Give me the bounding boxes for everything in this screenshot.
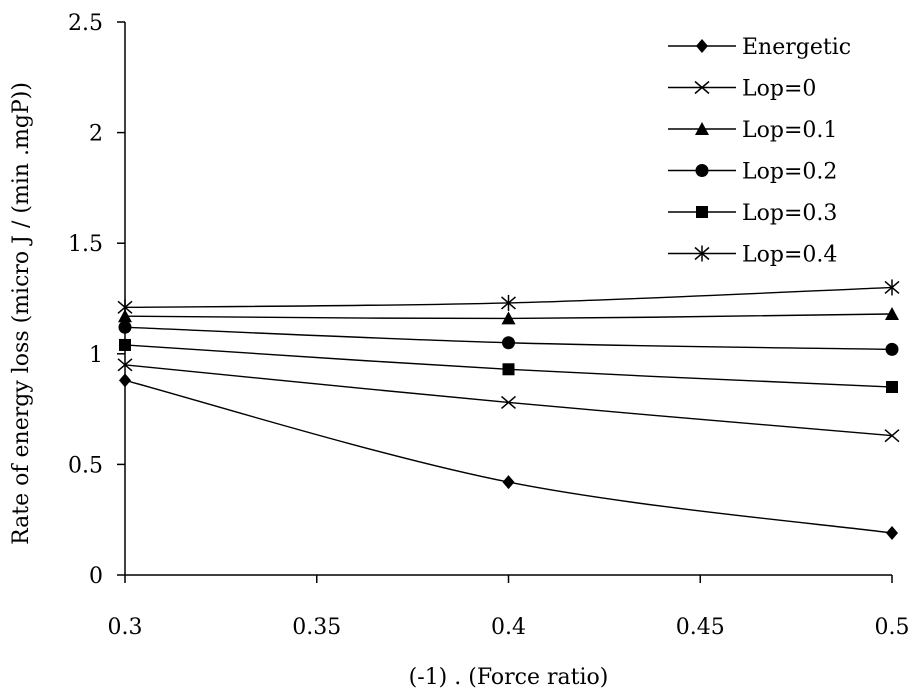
y-tick-label: 0 [89, 564, 103, 589]
y-tick-label: 0.5 [68, 453, 103, 478]
legend-entry: Lop=0.1 [668, 118, 837, 143]
legend-label: Energetic [742, 35, 851, 60]
data-point [117, 358, 133, 372]
legend-entry: Lop=0.4 [668, 243, 837, 268]
axes: 0 0.5 1 1.5 2 2.5 0.3 0.35 0.4 0.45 0.5 [68, 11, 910, 640]
data-point [884, 279, 900, 296]
data-point [502, 336, 515, 350]
legend-entry: Lop=0.2 [668, 160, 837, 185]
legend: Energetic Lop=0 Lop=0.1 Lop=0.2 Lop=0.3 Lop=0… [668, 35, 851, 268]
legend-entry: Lop=0 [668, 77, 816, 102]
series-line [124, 364, 893, 437]
data-point [118, 309, 132, 323]
x-tick-label: 0.35 [292, 615, 341, 640]
legend-marker [695, 122, 709, 135]
data-point [502, 475, 515, 490]
series-lop-0-2 [118, 320, 899, 356]
data-point [502, 363, 515, 376]
legend-label: Lop=0.3 [742, 201, 837, 226]
series-layer [117, 279, 900, 540]
x-tick-label: 0.4 [491, 615, 526, 640]
data-point [119, 373, 131, 388]
y-tick-label: 2 [89, 122, 103, 147]
y-tick-label: 2.5 [68, 11, 103, 36]
legend-label: Lop=0.4 [742, 243, 837, 268]
y-tick-label: 1.5 [68, 232, 103, 257]
data-point [886, 380, 898, 393]
data-point [501, 395, 516, 410]
y-tick-label: 1 [89, 343, 103, 368]
data-point [885, 306, 899, 320]
legend-marker [694, 245, 710, 262]
legend-entry: Lop=0.3 [668, 201, 837, 226]
legend-marker [695, 164, 709, 177]
series-lop-0-3 [119, 338, 898, 393]
x-tick-label: 0.3 [108, 615, 143, 640]
data-point [886, 525, 898, 540]
legend-marker [696, 206, 708, 218]
data-point [118, 320, 132, 334]
x-axis-title: (-1) . (Force ratio) [409, 665, 609, 690]
legend-entry: Energetic [668, 35, 851, 60]
data-point [885, 342, 899, 356]
data-point [884, 429, 900, 443]
data-point [501, 294, 516, 311]
data-point [119, 338, 131, 351]
legend-marker [696, 39, 708, 53]
legend-marker [694, 80, 710, 95]
x-tick-label: 0.45 [676, 615, 725, 640]
series-lop-0 [117, 358, 900, 443]
data-point [117, 299, 133, 316]
legend-label: Lop=0.1 [742, 118, 837, 143]
series-energetic [119, 373, 898, 540]
series-lop-0-1 [118, 306, 899, 325]
y-axis-title: Rate of energy loss (micro J / (min .mgP… [9, 82, 34, 545]
legend-label: Lop=0.2 [742, 160, 837, 185]
legend-label: Lop=0 [742, 77, 816, 102]
series-lop-0-4 [117, 279, 900, 316]
x-tick-label: 0.5 [875, 615, 910, 640]
data-point [501, 311, 516, 325]
